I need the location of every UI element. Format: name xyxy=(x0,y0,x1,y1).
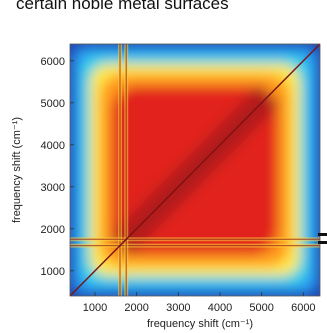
edge-mark-top xyxy=(318,233,327,236)
diagonal-line xyxy=(70,44,320,296)
edge-mark-bottom xyxy=(318,241,327,244)
band-vertical-core xyxy=(119,44,121,296)
x-tick-label: 4000 xyxy=(208,302,232,314)
band-vertical-core xyxy=(125,44,127,296)
x-tick-label: 2000 xyxy=(124,302,148,314)
plot-area xyxy=(70,44,320,296)
y-tick-label: 1000 xyxy=(41,266,65,278)
x-tick-label: 1000 xyxy=(83,302,107,314)
plot-frame xyxy=(69,43,321,297)
x-tick-label: 3000 xyxy=(166,302,190,314)
x-axis-label: frequency shift (cm⁻¹) xyxy=(147,318,253,330)
band-horizontal-core xyxy=(70,238,320,240)
y-tick-label: 5000 xyxy=(41,98,65,110)
y-tick-label: 6000 xyxy=(41,56,65,68)
y-axis-ticks: 1000 2000 3000 4000 5000 6000 xyxy=(41,56,74,278)
y-tick-label: 2000 xyxy=(41,224,65,236)
page-title: certain noble metal surfaces xyxy=(16,0,229,13)
heatmap-bands xyxy=(70,44,320,296)
x-tick-label: 6000 xyxy=(291,302,315,314)
x-axis-ticks: 1000 2000 3000 4000 5000 6000 xyxy=(83,292,316,314)
y-tick-label: 3000 xyxy=(41,182,65,194)
x-tick-label: 5000 xyxy=(249,302,273,314)
y-tick-label: 4000 xyxy=(41,140,65,152)
y-axis-label: frequency shift (cm⁻¹) xyxy=(11,117,23,223)
band-horizontal-core xyxy=(70,245,320,247)
